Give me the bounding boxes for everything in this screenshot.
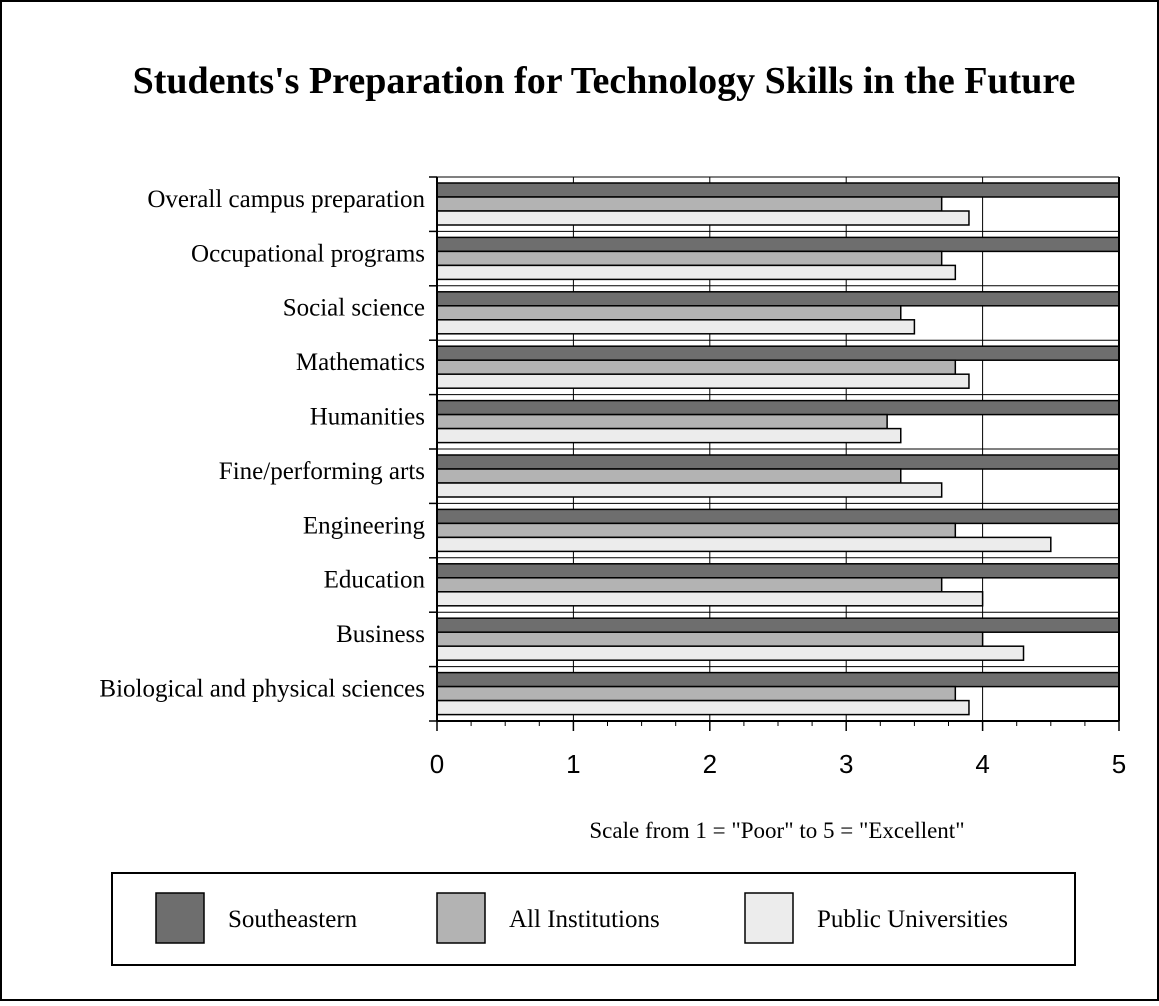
legend-entries: Southeastern All Institutions Public Unive… xyxy=(155,892,1008,944)
category-label: Occupational programs xyxy=(191,240,425,267)
bar xyxy=(436,427,902,444)
bar xyxy=(436,631,984,647)
x-tick-label: 0 xyxy=(430,749,444,779)
bar xyxy=(436,468,902,484)
x-axis-caption: Scale from 1 = "Poor" to 5 = "Excellent" xyxy=(589,818,964,843)
category-label: Fine/performing arts xyxy=(219,458,425,485)
bar xyxy=(436,413,888,430)
legend-swatch xyxy=(436,892,486,944)
x-tick-label: 2 xyxy=(703,749,717,779)
bar xyxy=(436,264,957,281)
category-label: Mathematics xyxy=(296,349,425,376)
bar xyxy=(436,671,1120,688)
legend-label: All Institutions xyxy=(509,906,660,933)
bar xyxy=(436,399,1120,416)
bar xyxy=(436,536,1052,553)
category-label: Business xyxy=(336,621,425,648)
category-label: Education xyxy=(324,567,426,594)
category-label: Humanities xyxy=(310,404,425,431)
category-label: Biological and physical sciences xyxy=(99,676,425,703)
bar xyxy=(436,617,1120,633)
bar xyxy=(436,591,984,607)
legend-label: Southeastern xyxy=(228,906,358,933)
x-tick-label: 1 xyxy=(566,749,580,779)
bar xyxy=(436,577,943,593)
bar xyxy=(436,305,902,321)
bar xyxy=(436,563,1120,579)
legend-swatch xyxy=(744,892,794,944)
row-separators xyxy=(437,230,1119,668)
legend: Southeastern All Institutions Public Unive… xyxy=(111,872,1076,966)
bar xyxy=(436,236,1120,253)
x-tick-label: 4 xyxy=(975,749,989,779)
bar xyxy=(436,685,957,702)
bar xyxy=(436,482,943,498)
bar xyxy=(436,699,970,716)
bar xyxy=(436,182,1120,198)
bars xyxy=(436,182,1120,716)
plot-area: Overall campus preparation Occupational p… xyxy=(99,176,1126,779)
bar xyxy=(436,291,1120,307)
bar xyxy=(436,522,957,539)
bar xyxy=(436,508,1120,525)
bar xyxy=(436,359,957,375)
axes xyxy=(429,176,1120,731)
x-tick-label: 3 xyxy=(839,749,853,779)
bar xyxy=(436,345,1120,361)
legend-label: Public Universities xyxy=(817,906,1008,933)
bar xyxy=(436,196,943,212)
legend-box xyxy=(111,872,1076,966)
bar xyxy=(436,373,970,389)
category-label: Social science xyxy=(283,295,425,322)
legend-swatch xyxy=(155,892,205,944)
tick-labels: 0 1 2 3 4 5 xyxy=(430,749,1126,779)
bar xyxy=(436,319,916,335)
bar xyxy=(436,645,1025,661)
category-label: Overall campus preparation xyxy=(147,186,425,213)
category-labels: Overall campus preparation Occupational p… xyxy=(99,186,425,703)
category-label: Engineering xyxy=(303,512,426,539)
bar xyxy=(436,454,1120,470)
bar xyxy=(436,250,943,267)
chart-title: Students's Preparation for Technology Sk… xyxy=(133,60,1076,102)
x-tick-label: 5 xyxy=(1112,749,1126,779)
bar xyxy=(436,210,970,226)
